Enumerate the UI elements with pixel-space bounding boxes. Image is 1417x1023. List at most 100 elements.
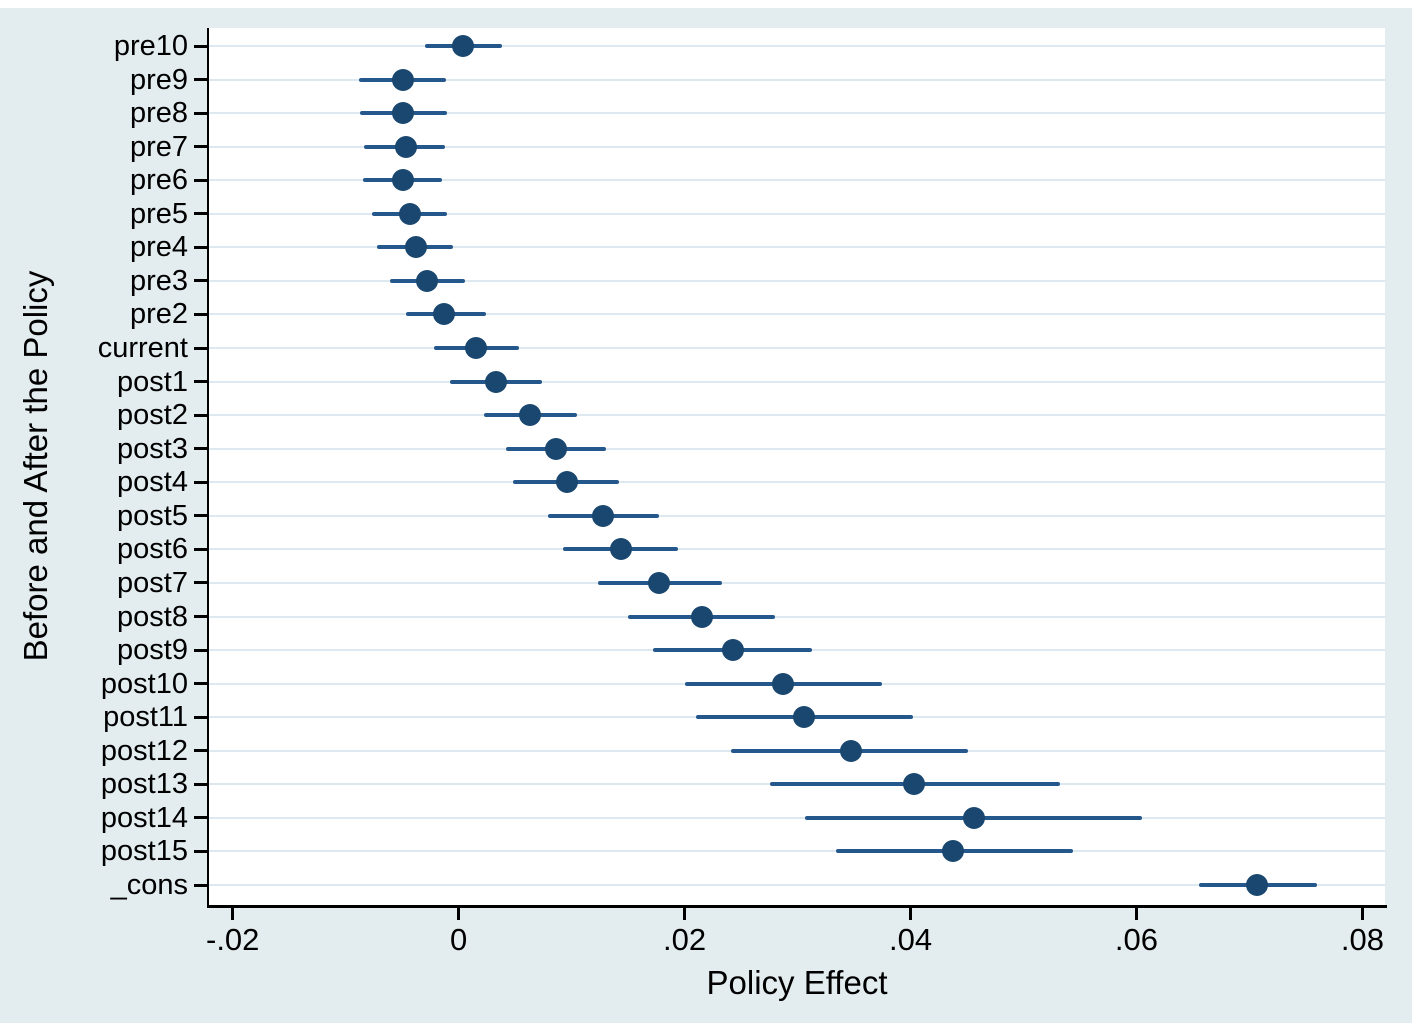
x-tick xyxy=(231,908,235,920)
grid-line xyxy=(209,212,1385,215)
y-tick xyxy=(194,178,207,182)
y-tick-label: post6 xyxy=(117,533,188,566)
estimate-dot xyxy=(484,370,507,393)
x-axis-title: Policy Effect xyxy=(706,964,888,1001)
y-tick xyxy=(194,212,207,216)
y-tick-label: post12 xyxy=(100,734,188,767)
y-tick-label: post9 xyxy=(117,634,188,667)
estimate-dot xyxy=(452,35,475,57)
y-tick xyxy=(194,849,207,853)
y-tick-label: post10 xyxy=(100,667,188,700)
y-tick-label: pre2 xyxy=(129,298,188,331)
y-tick xyxy=(194,682,207,686)
x-tick-label: 0 xyxy=(450,922,468,957)
y-tick xyxy=(194,413,207,417)
estimate-dot xyxy=(793,706,816,729)
estimate-dot xyxy=(399,202,422,225)
x-tick-label: .04 xyxy=(888,922,933,957)
estimate-dot xyxy=(962,806,985,829)
y-tick xyxy=(194,547,207,551)
x-tick xyxy=(1360,908,1364,920)
estimate-dot xyxy=(416,269,439,292)
grid-line xyxy=(209,112,1385,115)
plot-area xyxy=(209,28,1385,905)
grid-line xyxy=(209,145,1385,148)
y-tick xyxy=(194,480,207,484)
grid-line xyxy=(209,414,1385,417)
estimate-dot xyxy=(942,840,965,863)
estimate-dot xyxy=(392,169,415,192)
estimate-dot xyxy=(592,504,615,527)
x-tick xyxy=(1134,908,1138,920)
estimate-dot xyxy=(432,303,455,326)
y-tick xyxy=(194,581,207,585)
y-tick xyxy=(194,245,207,249)
estimate-dot xyxy=(839,739,862,762)
y-tick xyxy=(194,279,207,283)
white-top-margin xyxy=(0,0,1417,8)
estimate-dot xyxy=(394,135,417,158)
grid-line xyxy=(209,313,1385,316)
y-tick-label: post3 xyxy=(117,432,188,465)
estimate-dot xyxy=(690,605,713,628)
y-tick-label: pre10 xyxy=(113,30,188,62)
grid-line xyxy=(209,78,1385,81)
estimate-dot xyxy=(518,404,541,427)
x-tick-label: .02 xyxy=(663,922,707,957)
y-tick xyxy=(194,615,207,619)
y-tick-label: post4 xyxy=(117,466,188,499)
grid-line xyxy=(209,850,1385,853)
estimate-dot xyxy=(464,337,487,360)
x-tick-label: .08 xyxy=(1340,922,1384,957)
estimate-dot xyxy=(902,773,925,796)
estimate-dot xyxy=(556,471,579,494)
estimate-dot xyxy=(722,639,745,662)
y-tick xyxy=(194,883,207,887)
x-tick xyxy=(683,908,687,920)
y-tick-label: post2 xyxy=(117,399,188,432)
y-tick xyxy=(194,346,207,350)
y-tick-label: _cons xyxy=(110,869,188,901)
y-tick-label: post5 xyxy=(117,499,188,532)
y-tick xyxy=(194,447,207,451)
y-axis-title: Before and After the Policy xyxy=(17,270,54,662)
y-tick-label: post15 xyxy=(100,835,188,868)
y-tick-label: pre4 xyxy=(129,231,188,264)
x-tick xyxy=(909,908,913,920)
y-axis-line xyxy=(207,28,209,907)
y-tick xyxy=(194,648,207,652)
estimate-dot xyxy=(392,102,415,125)
y-tick xyxy=(194,749,207,753)
y-tick xyxy=(194,111,207,115)
y-tick-label: pre7 xyxy=(129,130,188,163)
y-tick xyxy=(194,816,207,820)
x-tick-label: .06 xyxy=(1114,922,1159,957)
estimate-dot xyxy=(771,672,794,695)
y-tick xyxy=(194,312,207,316)
estimate-dot xyxy=(647,571,670,594)
estimate-dot xyxy=(404,236,427,259)
y-tick-label: post11 xyxy=(103,701,188,734)
grid-line xyxy=(209,246,1385,249)
grid-line xyxy=(209,884,1385,886)
x-tick-label: -.02 xyxy=(206,922,260,957)
grid-line xyxy=(209,179,1385,182)
grid-line xyxy=(209,615,1385,618)
y-tick-label: pre5 xyxy=(129,197,188,230)
grid-line xyxy=(209,347,1385,350)
grid-line xyxy=(209,581,1385,584)
y-tick-label: post8 xyxy=(117,600,188,633)
grid-line xyxy=(209,380,1385,383)
y-tick xyxy=(194,782,207,786)
grid-line xyxy=(209,816,1385,819)
x-tick xyxy=(457,908,461,920)
white-right-margin xyxy=(1412,0,1417,1023)
grid-line xyxy=(209,548,1385,551)
y-tick xyxy=(194,715,207,719)
y-tick xyxy=(194,514,207,518)
grid-line xyxy=(209,279,1385,282)
y-tick-label: current xyxy=(97,332,188,365)
estimate-dot xyxy=(392,68,415,91)
estimate-dot xyxy=(544,437,567,460)
